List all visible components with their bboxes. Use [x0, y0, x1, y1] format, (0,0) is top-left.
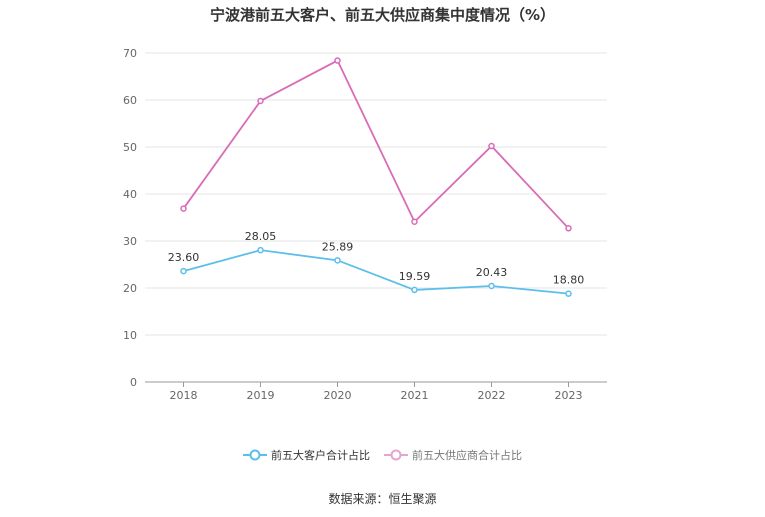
legend-marker-icon [384, 449, 408, 461]
data-point [334, 57, 341, 64]
data-point [180, 267, 187, 275]
series-lines [180, 57, 572, 297]
y-tick-label: 60 [123, 94, 137, 107]
x-tick-label: 2019 [247, 389, 275, 402]
data-labels: 23.60 28.05 25.89 19.59 20.43 18.80 [168, 230, 585, 286]
legend-label: 前五大供应商合计占比 [412, 449, 522, 462]
y-tick-label: 10 [123, 329, 137, 342]
y-tick-label: 30 [123, 235, 137, 248]
data-point [180, 205, 187, 212]
x-tick-label: 2021 [401, 389, 429, 402]
legend: 前五大客户合计占比 前五大供应商合计占比 [0, 447, 765, 463]
chart-title: 宁波港前五大客户、前五大供应商集中度情况（%） [209, 6, 556, 24]
data-point [257, 97, 264, 105]
data-point [334, 257, 341, 264]
y-tick-label: 50 [123, 141, 137, 154]
data-label: 25.89 [322, 240, 354, 253]
x-tick-label: 2018 [170, 389, 198, 402]
y-tick-label: 40 [123, 188, 137, 201]
grid-lines [145, 52, 607, 336]
series-line-0 [183, 249, 569, 295]
data-label: 23.60 [168, 251, 200, 264]
series-line-1 [182, 59, 570, 229]
data-label: 19.59 [399, 270, 431, 283]
x-tick-label: 2020 [324, 389, 352, 402]
legend-label: 前五大客户合计占比 [271, 449, 370, 462]
axes: 0 10 20 30 40 50 60 70 2018 2019 2020 2021 2022 2023 [123, 47, 607, 402]
legend-item-suppliers[interactable]: 前五大供应商合计占比 [384, 447, 522, 463]
data-point [411, 286, 418, 294]
y-tick-label: 20 [123, 282, 137, 295]
data-point [565, 225, 572, 232]
legend-marker-icon [243, 449, 267, 461]
y-tick-label: 0 [130, 376, 137, 389]
data-point [411, 218, 418, 225]
legend-item-customers[interactable]: 前五大客户合计占比 [243, 447, 370, 463]
x-tick-label: 2022 [478, 389, 506, 402]
data-point [565, 290, 572, 297]
x-tick-label: 2023 [555, 389, 583, 402]
data-point [488, 282, 495, 290]
data-label: 20.43 [476, 266, 508, 279]
data-label: 28.05 [245, 230, 277, 243]
data-point [488, 142, 495, 150]
source-note: 数据来源：恒生聚源 [328, 492, 437, 506]
data-label: 18.80 [553, 274, 585, 287]
data-point [257, 246, 264, 254]
y-tick-label: 70 [123, 47, 137, 60]
